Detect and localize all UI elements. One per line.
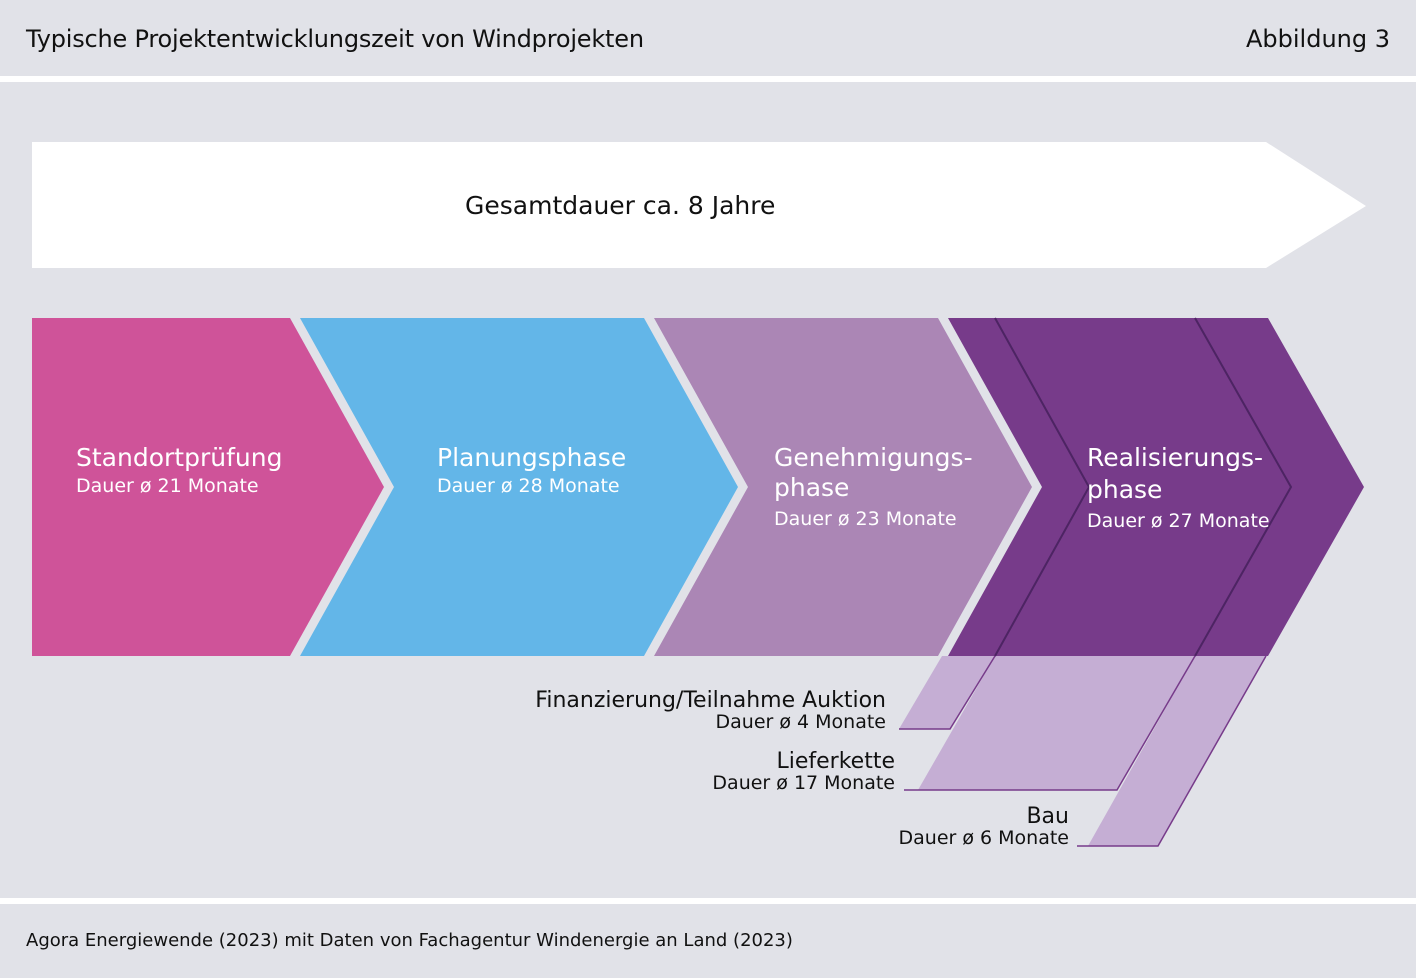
phase-arrow-genehmigungsphase (654, 318, 1032, 656)
subphase-name-lieferkette: Lieferkette (776, 749, 895, 774)
leader-line-bau (1077, 655, 1267, 847)
phase-name-planungsphase: Planungsphase (437, 443, 627, 472)
leader-line-finanzierung (899, 655, 996, 730)
phase-name-genehmigungsphase-line2: phase (774, 473, 850, 502)
footer-divider (0, 898, 1416, 904)
figure-number: Abbildung 3 (1245, 25, 1390, 53)
figure-title: Typische Projektentwicklungszeit von Win… (26, 25, 644, 53)
header-divider (0, 76, 1416, 82)
phase-name-realisierungsphase-line2: phase (1087, 475, 1163, 504)
phase-name-standortpruefung: Standortprüfung (76, 443, 283, 472)
subphase-band-finanzierung (899, 656, 995, 729)
phase-duration-standortpruefung: Dauer ø 21 Monate (76, 475, 259, 497)
phase-duration-planungsphase: Dauer ø 28 Monate (437, 475, 620, 497)
realisierung-inner-chevron-2 (1194, 317, 1293, 657)
subphase-name-finanzierung: Finanzierung/Teilnahme Auktion (535, 688, 886, 713)
phase-arrow-realisierungsphase (948, 318, 1364, 656)
realisierung-inner-chevron-1 (994, 317, 1091, 657)
subphase-duration-lieferkette: Dauer ø 17 Monate (712, 772, 895, 794)
subphase-band-lieferkette (918, 656, 1195, 790)
subphase-name-bau: Bau (1026, 804, 1069, 829)
source-note: Agora Energiewende (2023) mit Daten von … (26, 930, 793, 951)
total-duration-label: Gesamtdauer ca. 8 Jahre (465, 191, 776, 220)
header: Typische Projektentwicklungszeit von Win… (0, 0, 1416, 76)
total-duration-arrow (32, 142, 1366, 268)
subphase-duration-finanzierung: Dauer ø 4 Monate (715, 711, 887, 733)
subphase-band-bau (1088, 656, 1266, 846)
leader-line-lieferkette (904, 655, 1196, 791)
phase-duration-genehmigungsphase: Dauer ø 23 Monate (774, 508, 957, 530)
phase-name-genehmigungsphase-line1: Genehmigungs- (774, 443, 973, 472)
subphase-duration-bau: Dauer ø 6 Monate (898, 827, 1070, 849)
phase-arrow-standortpruefung (32, 318, 384, 656)
phase-name-realisierungsphase-line1: Realisierungs- (1087, 443, 1264, 472)
phase-duration-realisierungsphase: Dauer ø 27 Monate (1087, 510, 1270, 532)
phase-arrow-planungsphase (300, 318, 738, 656)
